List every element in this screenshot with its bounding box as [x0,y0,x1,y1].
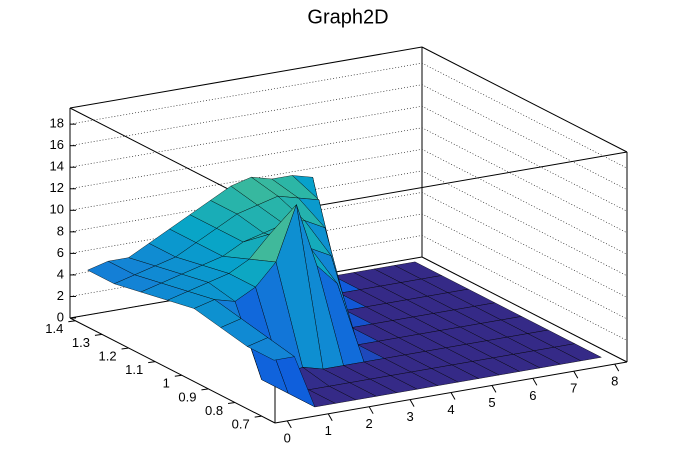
y-tick [68,320,76,323]
box-edge [421,256,628,363]
grid-line [69,148,628,255]
y-tick-label: 0.7 [232,417,250,432]
x-tick-label: 8 [611,374,618,389]
x-tick-label: 5 [488,395,495,410]
x-tick [286,420,292,429]
grid-line [69,127,628,234]
z-tick-label: 2 [57,288,64,303]
grid-line [69,62,628,169]
y-tick-label: 1.1 [125,362,143,377]
grid-line [69,84,628,190]
x-tick-label: 1 [325,423,332,438]
z-tick-label: 16 [50,137,64,152]
z-tick-label: 6 [57,245,64,260]
x-tick-label: 4 [447,402,454,417]
box-edge [274,151,628,214]
y-tick [121,347,129,350]
z-tick-label: 4 [57,266,64,281]
x-tick [573,370,579,379]
y-tick-label: 1 [163,376,170,391]
y-tick-label: 1.3 [72,335,90,350]
y-tick [201,388,209,391]
x-tick [409,399,415,407]
y-tick [174,374,182,377]
x-tick [614,363,620,372]
x-tick-label: 7 [570,381,577,396]
z-tick-label: 8 [57,223,64,238]
y-tick [227,402,236,405]
box-edge [421,46,628,153]
y-axis [69,317,276,424]
z-tick-label: 12 [50,180,64,195]
y-tick [254,415,262,418]
z-tick-label: 14 [50,159,64,174]
y-tick-label: 1.4 [45,321,63,336]
z-tick-label: 0 [57,309,64,324]
x-tick [532,378,538,386]
y-tick-label: 0.9 [178,389,196,404]
x-tick-label: 2 [366,416,373,431]
x-tick [491,385,497,393]
x-tick [327,413,333,422]
x-tick [450,392,456,400]
z-tick-label: 10 [50,202,64,217]
x-tick-label: 3 [406,409,413,424]
y-tick [148,361,156,364]
x-tick-label: 0 [284,430,291,445]
z-tick-label: 18 [50,116,64,131]
chart-title: Graph2D [307,6,388,28]
y-tick [94,333,103,336]
y-tick-label: 1.2 [98,348,116,363]
x-tick [368,406,374,414]
y-tick-label: 0.8 [205,403,223,418]
surface-cell [246,337,295,361]
grid-line [69,105,628,212]
x-tick-label: 6 [529,388,536,403]
box-edge [69,46,423,109]
